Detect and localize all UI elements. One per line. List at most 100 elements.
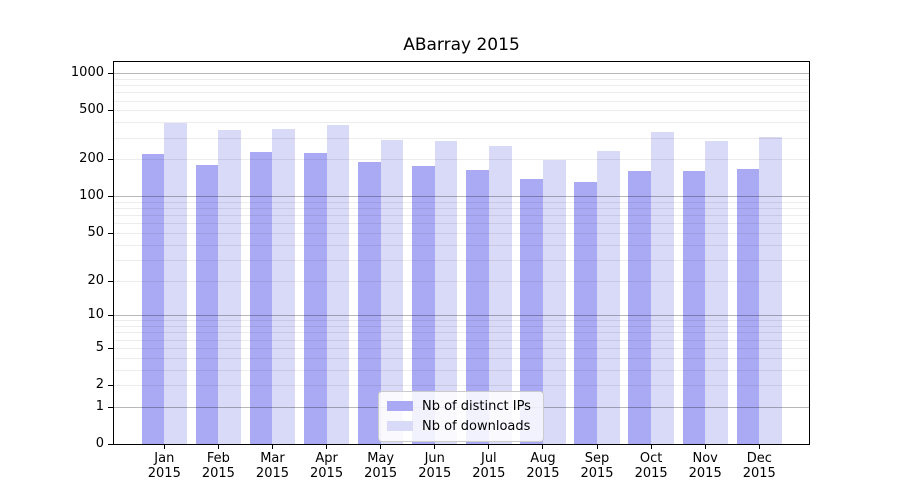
gridline xyxy=(114,280,809,282)
bar-distinct-ips xyxy=(195,164,219,444)
legend-label-distinct-ips: Nb of distinct IPs xyxy=(422,398,531,414)
y-tick-mark xyxy=(108,159,113,161)
bar-distinct-ips xyxy=(412,166,435,444)
bar-distinct-ips xyxy=(303,153,327,444)
bar-distinct-ips xyxy=(249,152,273,444)
gridline xyxy=(114,73,809,75)
y-tick-label: 500 xyxy=(79,102,104,118)
y-tick-mark xyxy=(108,232,113,234)
y-tick-mark xyxy=(108,110,113,112)
y-tick-mark xyxy=(108,385,113,387)
x-tick-label: May 2015 xyxy=(364,451,398,481)
gridline xyxy=(114,339,809,341)
y-tick-label: 1000 xyxy=(70,65,104,81)
x-tick-label: Dec 2015 xyxy=(742,451,776,481)
x-tick-label: Jul 2015 xyxy=(472,451,506,481)
y-tick-mark xyxy=(108,444,113,445)
x-tick-mark xyxy=(271,445,273,449)
y-tick-mark xyxy=(108,347,113,349)
bar-downloads xyxy=(597,150,620,444)
y-tick-label: 10 xyxy=(87,307,104,323)
x-tick-mark xyxy=(380,445,382,449)
y-tick-label: 200 xyxy=(79,151,104,167)
y-tick-mark xyxy=(108,196,113,198)
gridline xyxy=(114,201,809,203)
bar-downloads xyxy=(488,146,512,444)
y-tick-label: 50 xyxy=(87,224,104,240)
bar-distinct-ips xyxy=(357,161,381,444)
bar-downloads xyxy=(380,139,404,444)
gridline xyxy=(114,347,809,349)
bar-downloads xyxy=(164,123,187,444)
y-tick-mark xyxy=(108,315,113,317)
x-tick-mark xyxy=(217,445,219,449)
x-tick-label: Nov 2015 xyxy=(688,451,722,481)
y-tick-label: 100 xyxy=(79,188,104,204)
gridline xyxy=(114,100,809,102)
y-tick-mark xyxy=(108,73,113,75)
x-tick-mark xyxy=(488,445,490,449)
gridline xyxy=(114,92,809,94)
bar-distinct-ips xyxy=(466,169,489,444)
bar-downloads xyxy=(272,129,296,444)
gridline xyxy=(114,196,809,198)
gridline xyxy=(114,122,809,124)
x-tick-mark xyxy=(704,445,706,449)
bar-distinct-ips xyxy=(574,182,597,444)
gridline xyxy=(114,357,809,359)
bar-downloads xyxy=(759,136,782,444)
gridline xyxy=(114,85,809,87)
gridline xyxy=(114,215,809,217)
y-tick-label: 2 xyxy=(95,377,104,393)
x-tick-label: Aug 2015 xyxy=(526,451,560,481)
x-tick-mark xyxy=(758,445,760,449)
gridline xyxy=(114,320,809,322)
legend: Nb of distinct IPs Nb of downloads xyxy=(378,391,544,442)
bar-downloads xyxy=(218,129,242,444)
legend-label-downloads: Nb of downloads xyxy=(422,418,531,434)
y-tick-mark xyxy=(108,280,113,282)
x-tick-label: Jan 2015 xyxy=(147,451,181,481)
gridline xyxy=(114,232,809,234)
bar-downloads xyxy=(542,160,566,444)
gridline xyxy=(114,208,809,210)
y-tick-label: 20 xyxy=(87,272,104,288)
x-tick-label: Feb 2015 xyxy=(201,451,235,481)
gridline xyxy=(114,326,809,328)
legend-item-downloads: Nb of downloads xyxy=(387,416,531,436)
gridline xyxy=(114,332,809,334)
bar-downloads xyxy=(326,124,350,444)
y-tick-mark xyxy=(108,406,113,408)
bar-downloads xyxy=(434,141,458,444)
bar-distinct-ips xyxy=(520,178,543,444)
x-tick-label: Mar 2015 xyxy=(255,451,290,481)
gridline xyxy=(114,385,809,387)
gridline xyxy=(114,137,809,139)
bar-distinct-ips xyxy=(682,170,706,444)
bar-distinct-ips xyxy=(141,154,165,444)
y-tick-label: 1 xyxy=(95,398,104,414)
x-tick-mark xyxy=(434,445,436,449)
bar-downloads xyxy=(651,132,674,444)
legend-item-distinct-ips: Nb of distinct IPs xyxy=(387,396,531,416)
legend-swatch-downloads xyxy=(387,421,413,431)
gridline xyxy=(114,244,809,246)
x-tick-label: Apr 2015 xyxy=(310,451,344,481)
gridline xyxy=(114,315,809,317)
bar-distinct-ips xyxy=(736,169,760,444)
gridline xyxy=(114,78,809,80)
gridline xyxy=(114,223,809,225)
gridline xyxy=(114,159,809,161)
legend-swatch-distinct-ips xyxy=(387,401,413,411)
x-tick-label: Oct 2015 xyxy=(634,451,668,481)
x-tick-mark xyxy=(596,445,598,449)
x-tick-mark xyxy=(326,445,328,449)
bar-downloads xyxy=(705,141,728,444)
bar-distinct-ips xyxy=(628,171,652,444)
gridline xyxy=(114,369,809,371)
x-tick-label: Jun 2015 xyxy=(418,451,452,481)
x-tick-mark xyxy=(650,445,652,449)
gridline xyxy=(114,110,809,112)
x-tick-mark xyxy=(163,445,165,449)
